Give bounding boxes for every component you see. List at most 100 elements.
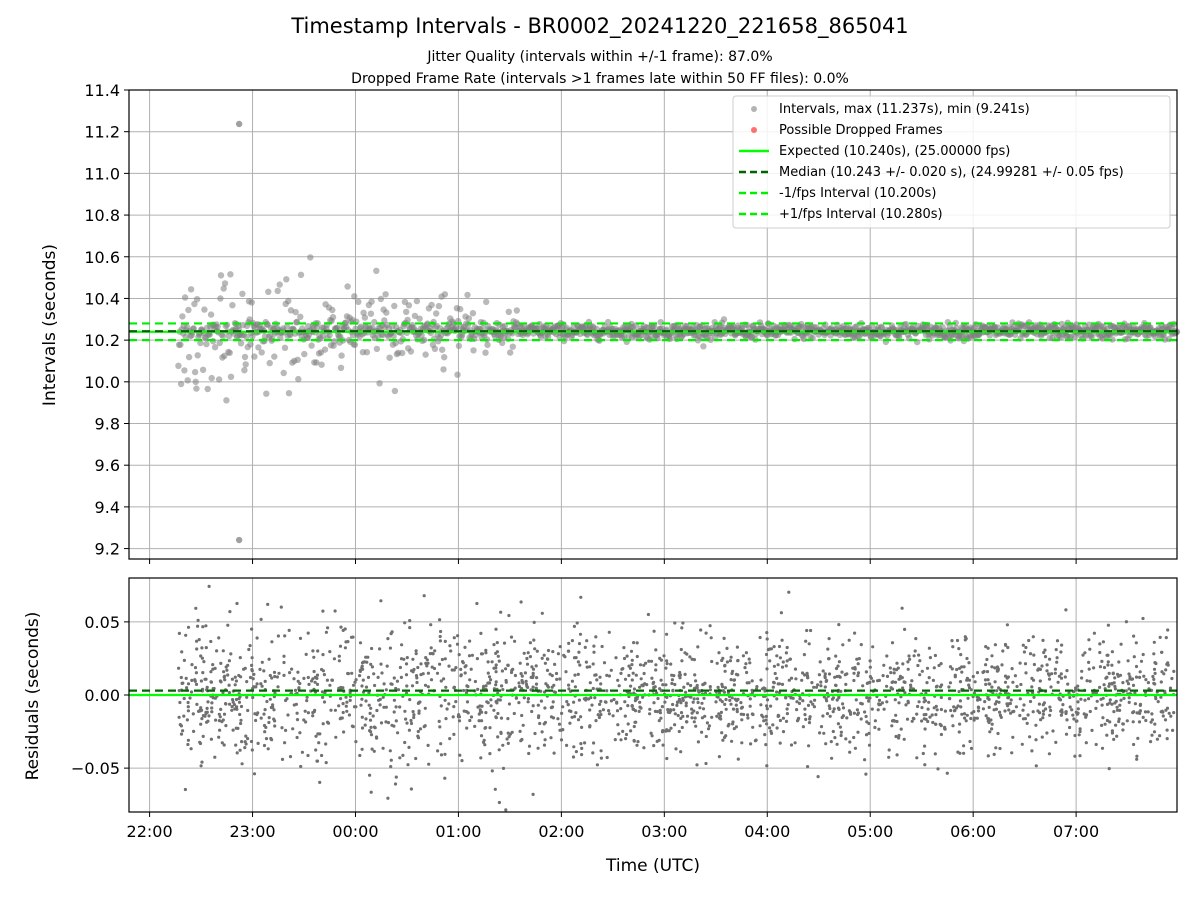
residual-point	[839, 730, 844, 734]
residual-point	[311, 711, 315, 715]
residual-point	[311, 677, 315, 681]
residual-point	[638, 705, 642, 709]
residual-point	[429, 678, 434, 682]
residual-point	[1094, 706, 1098, 711]
residual-point	[824, 742, 828, 746]
residual-point	[661, 683, 665, 687]
residual-point	[876, 708, 880, 712]
interval-point	[344, 283, 351, 290]
residual-point	[652, 629, 656, 633]
residual-point	[629, 649, 634, 653]
residual-point	[229, 652, 233, 656]
residual-point	[519, 600, 523, 604]
residual-point	[544, 682, 548, 686]
residual-point	[295, 718, 300, 722]
residual-point	[585, 639, 589, 643]
interval-point	[391, 387, 399, 395]
residual-point	[368, 711, 372, 716]
residual-point	[489, 678, 493, 682]
residual-point	[531, 792, 535, 797]
x-tick-label: 23:00	[229, 822, 275, 841]
residual-point	[692, 709, 696, 713]
residual-point	[1172, 711, 1176, 715]
residual-point	[438, 662, 442, 666]
residual-point	[389, 765, 393, 769]
residual-point	[619, 671, 623, 676]
residual-point	[729, 702, 733, 706]
residual-point	[417, 709, 421, 713]
residual-point	[185, 718, 189, 722]
interval-point	[428, 301, 435, 309]
residual-point	[341, 628, 345, 633]
residual-point	[787, 678, 791, 682]
residual-point	[1054, 648, 1058, 652]
residual-point	[321, 722, 325, 726]
residual-point	[702, 696, 706, 700]
residual-point	[970, 711, 974, 715]
residual-point	[1030, 685, 1034, 689]
residual-point	[442, 677, 446, 681]
residual-point	[504, 680, 508, 684]
residual-point	[863, 710, 867, 714]
residual-point	[494, 670, 498, 674]
residual-point	[673, 682, 677, 687]
residual-point	[690, 716, 694, 720]
residual-point	[913, 649, 917, 653]
residual-point	[1169, 714, 1173, 718]
interval-point	[392, 339, 399, 347]
residual-point	[315, 676, 319, 681]
residual-point	[494, 680, 498, 684]
interval-point	[297, 271, 305, 278]
residual-point	[288, 755, 293, 759]
residual-point	[306, 711, 310, 715]
x-tick-label: 03:00	[641, 822, 687, 841]
residual-point	[1009, 711, 1013, 715]
residual-point	[1042, 701, 1046, 705]
residual-point	[534, 682, 539, 686]
residual-point	[428, 652, 432, 656]
residual-point	[254, 718, 258, 723]
residual-point	[1049, 708, 1053, 713]
residual-point	[969, 746, 974, 751]
residual-point	[801, 725, 806, 729]
interval-point	[266, 359, 273, 367]
residual-point	[282, 660, 286, 665]
residual-point	[709, 636, 713, 640]
x-axis-label: Time (UTC)	[605, 856, 700, 876]
residual-point	[1047, 752, 1051, 756]
residual-point	[404, 673, 409, 677]
residual-point	[617, 684, 621, 688]
residual-point	[320, 667, 324, 672]
residual-point	[626, 722, 630, 726]
residual-point	[520, 713, 524, 718]
residual-point	[671, 689, 675, 693]
residual-point	[580, 753, 584, 757]
residual-point	[834, 654, 838, 658]
interval-point	[280, 369, 287, 377]
residual-point	[291, 727, 295, 731]
residual-point	[213, 666, 217, 671]
residual-point	[564, 670, 568, 674]
residual-point	[479, 756, 483, 760]
residual-point	[545, 668, 550, 673]
residual-point	[658, 656, 662, 661]
residual-point	[845, 672, 849, 676]
residual-point	[1088, 647, 1092, 651]
residual-point	[228, 702, 232, 706]
residual-point	[750, 712, 755, 716]
residual-point	[615, 709, 620, 713]
residual-point	[307, 682, 311, 687]
residual-point	[1135, 757, 1139, 761]
interval-point	[469, 310, 477, 317]
residual-point	[425, 658, 429, 662]
residual-point	[1030, 749, 1034, 753]
interval-point	[211, 344, 219, 351]
residual-point	[324, 761, 328, 765]
residual-point	[423, 724, 427, 728]
interval-point	[181, 294, 189, 301]
residual-point	[186, 705, 190, 709]
residual-point	[1105, 718, 1109, 723]
residual-point	[932, 666, 936, 670]
residual-point	[780, 665, 785, 669]
residual-point	[781, 730, 786, 734]
